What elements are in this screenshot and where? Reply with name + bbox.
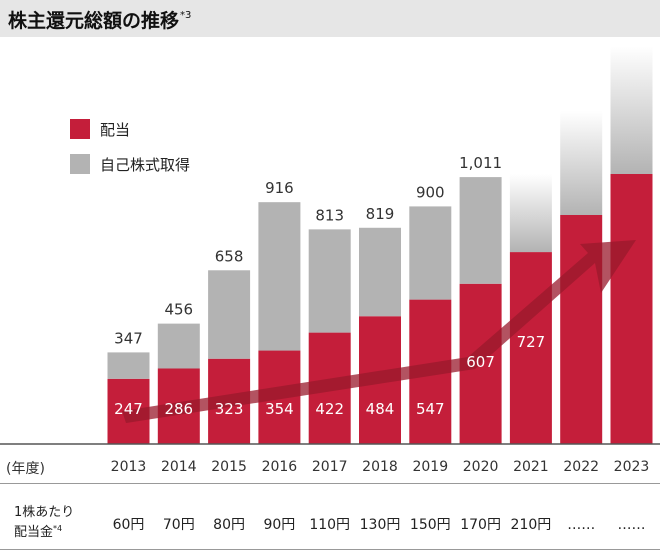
x-tick-2021: 2021 <box>513 459 549 475</box>
chart-title-text: 株主還元総額の推移 <box>8 10 180 32</box>
dps-footnote: *4 <box>53 524 63 533</box>
label-total-2014: 456 <box>164 301 193 319</box>
bar-buyback-2020 <box>459 177 502 284</box>
legend-label-dividend: 配当 <box>100 121 130 139</box>
label-total-2020: 1,011 <box>459 154 502 172</box>
year-axis-label: (年度) <box>6 461 45 477</box>
dps-value-2016: 90円 <box>263 517 295 533</box>
dividend-per-share-row: 60円 70円 80円 90円 110円 130円 150円 170円 210円 …… …… <box>113 517 646 533</box>
title-bar <box>0 0 660 37</box>
x-tick-2017: 2017 <box>312 459 348 475</box>
dps-value-2015: 80円 <box>213 517 245 533</box>
x-tick-2015: 2015 <box>211 459 247 475</box>
bar-buyback-2017 <box>308 229 351 333</box>
bar-dividend-projection-2023 <box>610 174 653 444</box>
bar-buyback-fade-2021 <box>509 174 552 253</box>
bar-buyback-projection-2022 <box>560 111 603 215</box>
x-tick-2022: 2022 <box>563 459 599 475</box>
legend-swatch-buyback <box>70 154 90 174</box>
trend-arrow-shape <box>122 240 636 423</box>
label-dividend-2015: 323 <box>215 400 244 418</box>
chart-title: 株主還元総額の推移*3 <box>8 6 191 33</box>
legend-label-buyback: 自己株式取得 <box>100 156 190 174</box>
bar-buyback-projection-2023 <box>610 46 653 174</box>
table-divider-bottom <box>0 549 660 550</box>
x-tick-2020: 2020 <box>463 459 499 475</box>
dps-title-line2: 配当金 <box>14 525 54 540</box>
dps-value-2022: …… <box>567 517 595 533</box>
bar-buyback-2015 <box>208 270 251 359</box>
dps-row-title: 1株あたり 配当金*4 <box>14 505 74 541</box>
label-dividend-2014: 286 <box>164 400 193 418</box>
dps-value-2014: 70円 <box>163 517 195 533</box>
dps-value-2017: 110円 <box>309 517 350 533</box>
legend-swatch-dividend <box>70 119 90 139</box>
label-dividend-2017: 422 <box>315 400 344 418</box>
label-dividend-2021: 727 <box>517 333 546 351</box>
bar-buyback-2014 <box>157 323 200 369</box>
trend-arrow <box>122 240 636 423</box>
dps-value-2019: 150円 <box>410 517 451 533</box>
label-total-2015: 658 <box>215 247 244 265</box>
dps-value-2018: 130円 <box>360 517 401 533</box>
table-divider-top <box>0 483 660 484</box>
dps-value-2021: 210円 <box>511 517 552 533</box>
label-dividend-2016: 354 <box>265 400 294 418</box>
projection-bars <box>509 46 653 444</box>
label-dividend-2019: 547 <box>416 400 445 418</box>
label-dividend-2013: 247 <box>114 400 143 418</box>
bar-buyback-2016 <box>258 202 301 351</box>
x-tick-2013: 2013 <box>111 459 147 475</box>
x-tick-2023: 2023 <box>614 459 650 475</box>
bar-dividend-2021 <box>509 252 552 444</box>
x-tick-2018: 2018 <box>362 459 398 475</box>
x-tick-2019: 2019 <box>412 459 448 475</box>
label-total-2017: 813 <box>315 206 344 224</box>
label-total-2019: 900 <box>416 183 445 201</box>
dps-value-2023: …… <box>618 517 646 533</box>
dps-value-2020: 170円 <box>460 517 501 533</box>
label-dividend-2018: 484 <box>366 400 395 418</box>
title-footnote: *3 <box>180 10 192 21</box>
label-total-2016: 916 <box>265 179 294 197</box>
bar-buyback-2019 <box>409 206 452 300</box>
x-tick-2016: 2016 <box>262 459 298 475</box>
bar-buyback-2018 <box>359 227 401 317</box>
dps-title-line1: 1株あたり <box>14 505 75 520</box>
bars <box>107 177 552 444</box>
x-tick-2014: 2014 <box>161 459 197 475</box>
label-total-2018: 819 <box>366 205 395 223</box>
dps-value-2013: 60円 <box>113 517 145 533</box>
bar-buyback-2013 <box>107 352 150 379</box>
data-labels: 247 347 286 456 323 658 354 916 422 813 484 819 547 9… <box>114 154 545 418</box>
label-dividend-2020: 607 <box>466 353 495 371</box>
label-total-2013: 347 <box>114 329 143 347</box>
x-tick-labels: 2013 2014 2015 2016 2017 2018 2019 2020 2021 2022… <box>111 459 650 475</box>
